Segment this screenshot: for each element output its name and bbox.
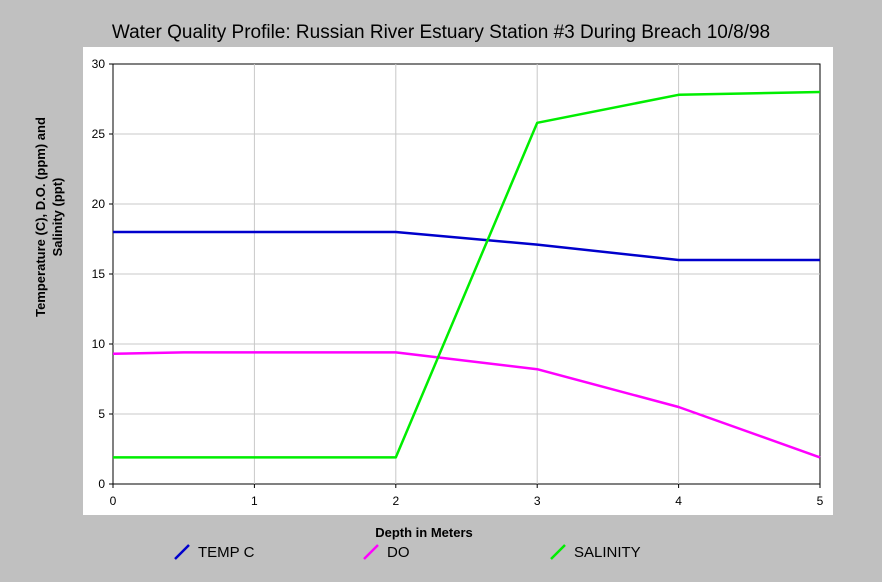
y-axis-ticks: 0 5 10 15 20 25 30 <box>92 57 113 491</box>
y-tick-label: 20 <box>92 197 106 211</box>
x-axis-ticks: 0 1 2 3 4 5 <box>110 484 824 508</box>
x-tick-label: 2 <box>392 494 399 508</box>
x-tick-label: 0 <box>110 494 117 508</box>
legend-label-salinity: SALINITY <box>574 544 641 561</box>
series-line-do <box>112 351 821 459</box>
series-line-salinity <box>113 90 821 459</box>
legend-swatch-do <box>363 544 379 560</box>
x-tick-label: 5 <box>817 494 824 508</box>
y-tick-label: 10 <box>92 337 106 351</box>
x-axis-label: Depth in Meters <box>375 525 473 540</box>
legend-label-temp-c: TEMP C <box>198 544 255 561</box>
y-axis-label-line-2: Salinity (ppt) <box>50 178 65 257</box>
y-axis-label-line-1: Temperature (C), D.O. (ppm) and <box>33 117 48 317</box>
legend-swatch-salinity <box>550 544 566 560</box>
series-line-temp-c <box>113 230 820 262</box>
x-tick-label: 4 <box>675 494 682 508</box>
legend-swatch-temp-c <box>174 544 190 560</box>
legend: TEMP C DO SALINITY <box>174 544 641 561</box>
series-lines <box>112 90 821 459</box>
x-tick-label: 3 <box>534 494 541 508</box>
y-tick-label: 15 <box>92 267 106 281</box>
y-tick-label: 30 <box>92 57 106 71</box>
chart-title: Water Quality Profile: Russian River Est… <box>112 22 770 43</box>
plot-area <box>83 47 833 515</box>
y-tick-label: 5 <box>98 407 105 421</box>
legend-label-do: DO <box>387 544 410 561</box>
y-tick-label: 0 <box>98 477 105 491</box>
x-tick-label: 1 <box>251 494 258 508</box>
gridlines <box>113 64 820 484</box>
y-tick-label: 25 <box>92 127 106 141</box>
